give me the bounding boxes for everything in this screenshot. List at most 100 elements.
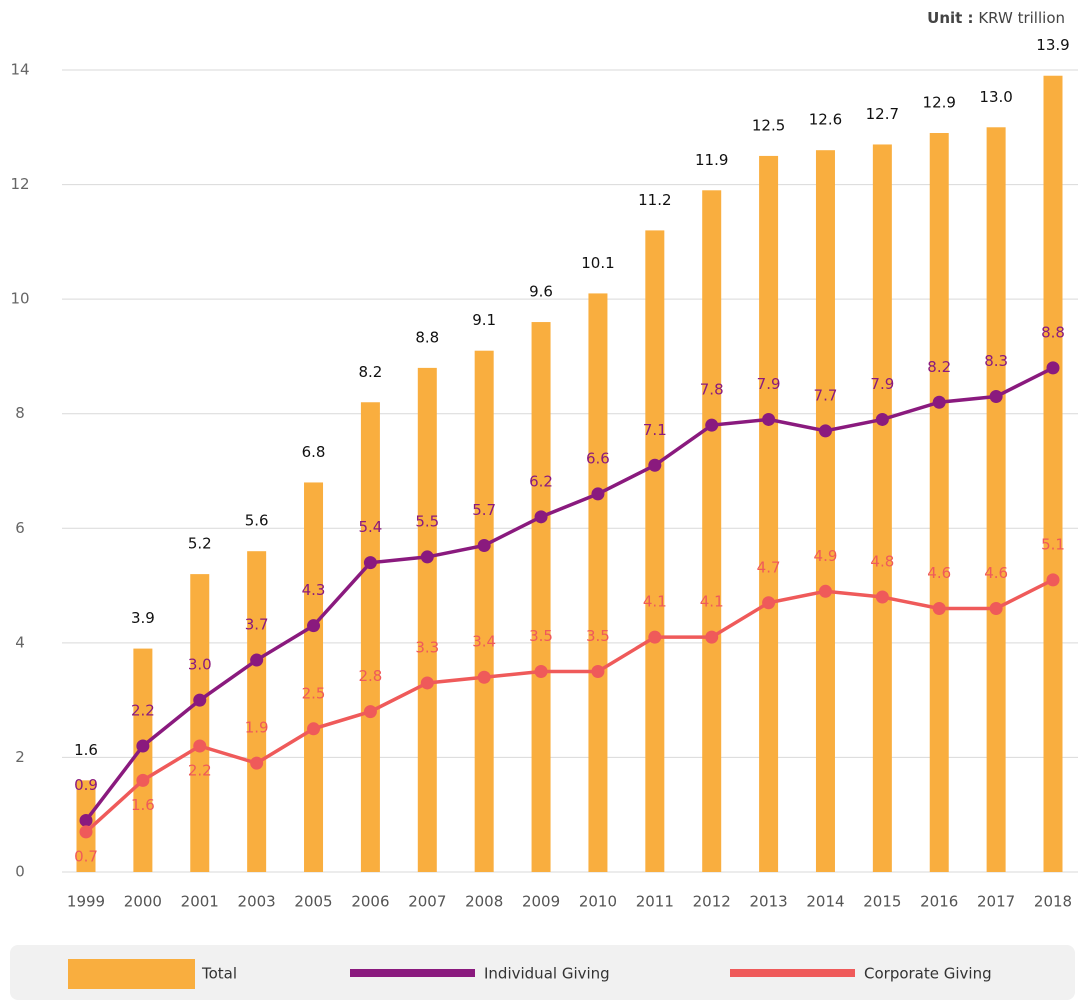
point (1046, 361, 1060, 375)
point (250, 756, 264, 770)
bar (247, 551, 267, 872)
legend-label: Corporate Giving (864, 965, 992, 983)
bar (304, 482, 324, 872)
legend-swatch (730, 969, 855, 977)
bar-label: 8.2 (358, 363, 382, 381)
point (591, 487, 605, 501)
point (136, 739, 150, 753)
bar-label: 5.6 (245, 512, 269, 530)
point-label: 6.6 (586, 449, 610, 467)
point-label: 5.5 (415, 512, 439, 530)
x-tick-label: 2017 (977, 893, 1015, 911)
y-tick-label: 0 (15, 863, 25, 881)
point (762, 412, 776, 426)
bar-label: 9.6 (529, 283, 553, 301)
point (79, 825, 93, 839)
point-label: 5.7 (472, 501, 496, 519)
point-label: 4.1 (700, 593, 724, 611)
point-label: 4.9 (814, 547, 838, 565)
point (818, 424, 832, 438)
legend-label: Total (201, 965, 237, 983)
point-label: 8.8 (1041, 323, 1065, 341)
point-label: 7.1 (643, 421, 667, 439)
point (307, 619, 321, 633)
bar-label: 9.1 (472, 311, 496, 329)
bar (1043, 75, 1063, 872)
bar-label: 6.8 (302, 443, 326, 461)
point (534, 510, 548, 524)
y-tick-label: 4 (15, 633, 25, 651)
point-label: 3.7 (245, 616, 269, 634)
point-label: 3.0 (188, 656, 212, 674)
point (591, 665, 605, 678)
x-tick-label: 2007 (408, 893, 446, 911)
point-label: 5.4 (358, 518, 382, 536)
x-tick-label: 2018 (1034, 893, 1072, 911)
point (136, 773, 150, 787)
bar (588, 293, 608, 872)
point (193, 693, 207, 707)
point-label: 0.9 (74, 776, 98, 794)
series-line (84, 578, 1054, 834)
point-label: 4.7 (757, 558, 781, 576)
point-label: 5.1 (1041, 535, 1065, 553)
y-tick-label: 10 (10, 290, 29, 308)
bar-label: 12.7 (866, 105, 899, 123)
point (932, 601, 946, 615)
x-tick-label: 2003 (238, 893, 276, 911)
x-tick-label: 2012 (693, 893, 731, 911)
bar (872, 144, 892, 872)
point (477, 538, 491, 552)
point (307, 722, 321, 736)
bar-label: 12.9 (923, 94, 956, 112)
point-label: 2.2 (131, 701, 155, 719)
point-label: 3.4 (472, 633, 496, 651)
point-label: 4.6 (927, 564, 951, 582)
point (989, 601, 1003, 615)
x-tick-label: 2010 (579, 893, 617, 911)
point (420, 550, 434, 564)
bar (474, 350, 494, 872)
bar-label: 8.8 (415, 328, 439, 346)
legend-swatch (68, 959, 195, 989)
point (420, 676, 434, 690)
x-tick-label: 2009 (522, 893, 560, 911)
bar-label: 1.6 (74, 741, 98, 759)
point (534, 665, 548, 678)
point-label: 7.9 (757, 375, 781, 393)
unit-label: Unit : (927, 9, 973, 27)
x-tick-label: 2014 (806, 893, 844, 911)
point-label: 2.2 (188, 761, 212, 779)
point-label: 4.8 (870, 553, 894, 571)
bar (417, 367, 437, 872)
point (79, 813, 93, 827)
bar-label: 13.0 (979, 88, 1012, 106)
bar (759, 155, 779, 872)
x-tick-label: 2015 (863, 893, 901, 911)
point-label: 4.1 (643, 593, 667, 611)
y-tick-label: 2 (15, 748, 25, 766)
point-label: 8.2 (927, 358, 951, 376)
x-tick-label: 2013 (749, 893, 787, 911)
bar (133, 648, 153, 872)
bar (815, 150, 835, 872)
unit-text: KRW trillion (978, 9, 1065, 27)
point-label: 1.6 (131, 796, 155, 814)
point (648, 458, 662, 472)
point-label: 0.7 (74, 847, 98, 865)
bar-label: 12.5 (752, 116, 785, 134)
point (1046, 573, 1060, 587)
bar (702, 190, 722, 873)
bar-label: 11.9 (695, 151, 728, 169)
x-tick-label: 2005 (294, 893, 332, 911)
bar (360, 402, 380, 872)
point (250, 653, 264, 667)
unit: Unit : KRW trillion (927, 9, 1065, 27)
y-tick-label: 8 (15, 404, 25, 422)
point-label: 7.7 (814, 386, 838, 404)
point (875, 590, 889, 604)
x-tick-label: 2001 (181, 893, 219, 911)
point (705, 418, 719, 432)
point (477, 670, 491, 684)
